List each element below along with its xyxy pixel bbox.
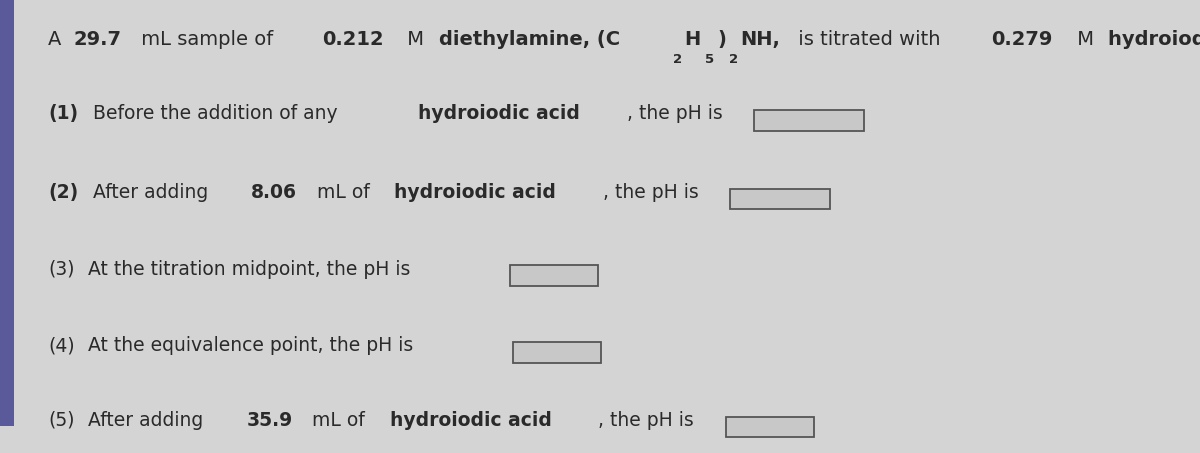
FancyBboxPatch shape	[514, 342, 601, 363]
Text: H: H	[684, 30, 701, 49]
Text: (3): (3)	[48, 260, 74, 279]
Text: 2: 2	[728, 53, 738, 66]
Text: A: A	[48, 30, 67, 49]
Text: (1): (1)	[48, 104, 78, 123]
Text: 0.279: 0.279	[991, 30, 1052, 49]
Text: (2): (2)	[48, 183, 78, 202]
Text: 2: 2	[673, 53, 682, 66]
FancyBboxPatch shape	[754, 110, 864, 130]
Text: , the pH is: , the pH is	[604, 183, 698, 202]
Text: (5): (5)	[48, 411, 74, 430]
Text: mL of: mL of	[311, 183, 376, 202]
Text: After adding: After adding	[88, 183, 215, 202]
Text: 29.7: 29.7	[73, 30, 121, 49]
Text: diethylamine, (C: diethylamine, (C	[439, 30, 620, 49]
Text: hydroiodic acid.: hydroiodic acid.	[1109, 30, 1200, 49]
Text: M: M	[1070, 30, 1100, 49]
Text: At the equivalence point, the pH is: At the equivalence point, the pH is	[83, 336, 414, 355]
Text: mL of: mL of	[306, 411, 371, 430]
Text: 8.06: 8.06	[251, 183, 298, 202]
FancyBboxPatch shape	[726, 416, 814, 437]
Text: 35.9: 35.9	[246, 411, 293, 430]
Text: hydroiodic acid: hydroiodic acid	[390, 411, 552, 430]
Text: After adding: After adding	[82, 411, 210, 430]
Text: At the titration midpoint, the pH is: At the titration midpoint, the pH is	[82, 260, 410, 279]
Text: Before the addition of any: Before the addition of any	[86, 104, 343, 123]
Text: 0.212: 0.212	[322, 30, 383, 49]
Text: , the pH is: , the pH is	[626, 104, 722, 123]
Text: , the pH is: , the pH is	[599, 411, 695, 430]
Text: hydroiodic acid: hydroiodic acid	[394, 183, 556, 202]
FancyBboxPatch shape	[730, 189, 830, 209]
Bar	[0, 0, 14, 426]
Text: M: M	[401, 30, 431, 49]
Text: ): )	[718, 30, 726, 49]
FancyBboxPatch shape	[510, 265, 598, 286]
Text: 5: 5	[706, 53, 714, 66]
Text: (4): (4)	[48, 336, 74, 355]
Text: hydroiodic acid: hydroiodic acid	[418, 104, 580, 123]
Text: NH,: NH,	[740, 30, 780, 49]
Text: is titrated with: is titrated with	[792, 30, 947, 49]
Text: mL sample of: mL sample of	[136, 30, 280, 49]
